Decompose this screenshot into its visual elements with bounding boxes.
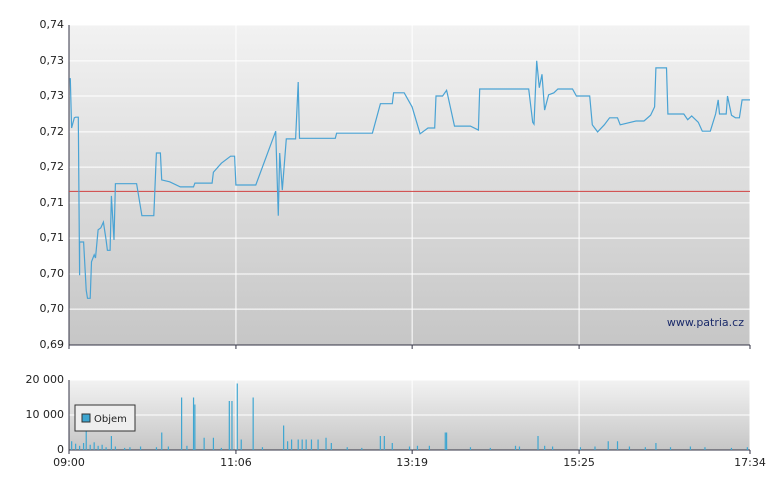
volume-bar — [124, 447, 126, 450]
volume-bar — [194, 404, 196, 450]
volume-bar — [644, 447, 646, 450]
volume-bar — [594, 446, 596, 450]
volume-bar — [297, 439, 299, 450]
volume-bar — [89, 444, 91, 450]
plot-area — [69, 25, 750, 345]
volume-bar — [82, 443, 85, 450]
y-tick-label: 0,73 — [40, 89, 65, 102]
volume-bar — [139, 446, 142, 450]
volume-bar — [317, 439, 319, 450]
volume-bar — [444, 432, 446, 450]
volume-bar — [746, 447, 748, 450]
x-tick-label: 17:34 — [734, 456, 766, 469]
volume-bar — [212, 437, 215, 450]
legend-swatch — [81, 413, 91, 423]
volume-bar — [445, 432, 448, 450]
y-tick-label: 0,70 — [40, 302, 65, 315]
volume-bar — [305, 439, 307, 450]
volume-bar — [283, 425, 285, 450]
volume-bar — [105, 447, 107, 450]
volume-bar — [361, 447, 363, 450]
volume-bar — [469, 447, 472, 450]
volume-bar — [75, 443, 77, 450]
volume-bar — [240, 439, 242, 450]
volume-bar — [220, 447, 222, 450]
volume-bar — [607, 441, 609, 450]
volume-bar — [129, 447, 131, 450]
volume-bar — [416, 445, 419, 450]
volume-bar — [655, 443, 657, 450]
volume-bar — [261, 447, 264, 450]
y-tick-label: 0,73 — [40, 54, 65, 67]
x-tick-label: 09:00 — [53, 456, 85, 469]
y-tick-label: 0 — [57, 443, 64, 456]
volume-bar — [101, 444, 103, 450]
legend-label: Objem — [94, 414, 127, 425]
volume-bar — [186, 445, 188, 450]
y-tick-label: 0,69 — [40, 338, 65, 351]
volume-bar — [579, 447, 582, 450]
volume-bar — [71, 441, 73, 450]
volume-bar — [730, 447, 733, 450]
volume-bar — [383, 436, 385, 450]
volume-bar — [544, 445, 546, 450]
volume-bar — [203, 437, 205, 450]
volume-bar — [155, 447, 158, 450]
volume-bar — [628, 446, 631, 450]
volume-bar — [428, 445, 430, 450]
volume-bar — [616, 441, 619, 450]
price-line — [69, 60, 750, 299]
volume-bar — [114, 446, 116, 450]
volume-bar — [301, 439, 303, 450]
volume-bar — [287, 441, 289, 450]
volume-bar — [518, 446, 521, 450]
volume-bar — [161, 432, 163, 450]
y-tick-label: 0,72 — [40, 125, 65, 138]
volume-bar — [181, 397, 183, 450]
x-tick-label: 11:06 — [220, 456, 252, 469]
volume-bar — [93, 442, 95, 450]
y-tick-label: 0,72 — [40, 160, 65, 173]
volume-bar — [669, 447, 672, 450]
volume-bar — [85, 429, 87, 450]
volume-bar — [489, 447, 491, 450]
volume-bar — [290, 439, 293, 450]
volume-bar — [110, 436, 112, 450]
volume-bar — [231, 401, 233, 450]
volume-bar — [391, 443, 393, 450]
y-tick-label: 0,71 — [40, 196, 65, 209]
volume-bar — [228, 401, 230, 450]
volume-bar — [379, 436, 381, 450]
volume-bar — [689, 446, 691, 450]
volume-bar — [514, 445, 517, 450]
volume-bar — [167, 446, 169, 450]
y-tick-label: 0,70 — [40, 267, 65, 280]
volume-bar — [78, 445, 81, 450]
volume-bar — [704, 447, 706, 450]
y-tick-label: 0,74 — [40, 18, 65, 31]
volume-bar — [252, 397, 254, 450]
volume-bar — [325, 437, 327, 450]
volume-bar — [408, 446, 411, 450]
volume-bar — [97, 445, 99, 450]
volume-bar — [537, 436, 539, 450]
volume-bar — [192, 397, 195, 450]
volume-bar — [551, 446, 554, 450]
y-tick-label: 20 000 — [26, 373, 65, 386]
legend-box — [74, 404, 136, 432]
x-tick-label: 15:25 — [563, 456, 595, 469]
x-tick-label: 13:19 — [396, 456, 428, 469]
watermark: www.patria.cz — [667, 316, 744, 329]
volume-bar — [330, 443, 332, 450]
volume-bar — [310, 439, 313, 450]
volume-bar — [346, 447, 348, 450]
volume-bar — [236, 383, 238, 450]
y-tick-label: 10 000 — [26, 408, 65, 421]
y-tick-label: 0,71 — [40, 231, 65, 244]
